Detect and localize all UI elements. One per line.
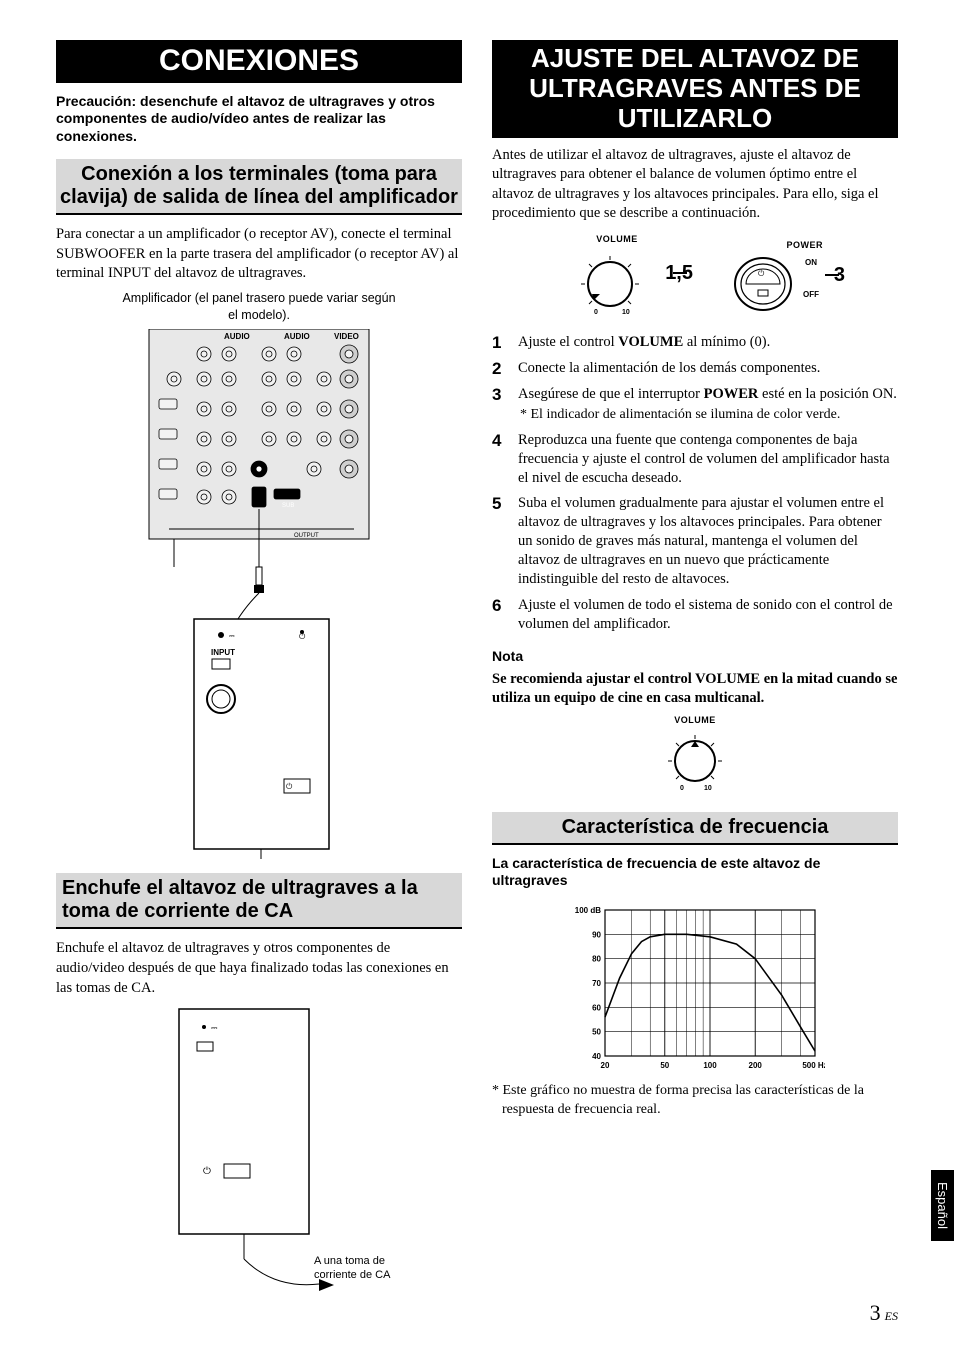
svg-text:100 dB: 100 dB: [575, 906, 601, 915]
volume-dial-note: VOLUME 0 10: [492, 715, 898, 798]
svg-text:0: 0: [594, 309, 598, 316]
step-num: 2: [492, 359, 518, 379]
nota-text: Se recomienda ajustar el control VOLUME …: [492, 670, 898, 709]
step-text: Ajuste el volumen de todo el sistema de …: [518, 596, 898, 634]
volume2-label: VOLUME: [650, 715, 740, 725]
step-item: 1Ajuste el control VOLUME al mínimo (0).: [492, 333, 898, 353]
amplifier-diagram: AUDIO AUDIO VIDEO: [56, 329, 462, 859]
steps-list: 1Ajuste el control VOLUME al mínimo (0).…: [492, 333, 898, 634]
freq-footnote: * Este gráfico no muestra de forma preci…: [492, 1082, 898, 1120]
svg-text:SUB: SUB: [282, 503, 294, 509]
step-text: Conecte la alimentación de los demás com…: [518, 359, 820, 379]
step-item: 2Conecte la alimentación de los demás co…: [492, 359, 898, 379]
svg-text:100: 100: [703, 1061, 717, 1070]
outlet-caption-1: A una toma de: [314, 1255, 385, 1267]
svg-text:OUTPUT: OUTPUT: [294, 533, 319, 539]
svg-text:50: 50: [592, 1028, 601, 1037]
step-item: 6Ajuste el volumen de todo el sistema de…: [492, 596, 898, 634]
step-num: 6: [492, 596, 518, 634]
step-text: Suba el volumen gradualmente para ajusta…: [518, 494, 898, 590]
svg-text:50: 50: [660, 1061, 669, 1070]
power-dial-label: POWER: [713, 240, 823, 250]
freq-subtitle: La característica de frecuencia de este …: [492, 855, 898, 890]
step-text: Asegúrese de que el interruptor POWER es…: [518, 385, 897, 425]
step-subnote: * El indicador de alimentación se ilumin…: [518, 406, 897, 424]
svg-text:AUDIO: AUDIO: [224, 332, 250, 341]
step-num: 5: [492, 494, 518, 590]
sub-plug-diagram: ⎓ ⏻ A una toma de corriente de CA: [56, 1004, 462, 1304]
para-plug: Enchufe el altavoz de ultragraves y otro…: [56, 939, 462, 998]
para-connection: Para conectar a un amplificador (o recep…: [56, 225, 462, 284]
svg-text:60: 60: [592, 1003, 601, 1012]
step-item: 4Reproduzca una fuente que contenga comp…: [492, 431, 898, 488]
title-ajuste: AJUSTE DEL ALTAVOZ DE ULTRAGRAVES ANTES …: [492, 40, 898, 138]
step-text: Reproduzca una fuente que contenga compo…: [518, 431, 898, 488]
step-item: 5Suba el volumen gradualmente para ajust…: [492, 494, 898, 590]
volume-dial-label: VOLUME: [557, 234, 677, 244]
svg-text:70: 70: [592, 979, 601, 988]
title-conexiones: CONEXIONES: [56, 40, 462, 83]
svg-text:⎓: ⎓: [211, 1023, 218, 1032]
subhead-freq: Característica de frecuencia: [492, 812, 898, 845]
svg-text:90: 90: [592, 930, 601, 939]
step-text: Ajuste el control VOLUME al mínimo (0).: [518, 333, 770, 353]
svg-text:40: 40: [592, 1052, 601, 1061]
power-off-label: OFF: [803, 290, 819, 299]
subhead-plug: Enchufe el altavoz de ultragraves a la t…: [56, 873, 462, 929]
svg-text:AUDIO: AUDIO: [284, 332, 310, 341]
svg-text:10: 10: [704, 785, 712, 792]
page-number: 3 ES: [870, 1300, 898, 1326]
dials: VOLUME 0 10: [492, 234, 898, 321]
svg-text:20: 20: [601, 1061, 610, 1070]
frequency-chart: 40 50 60 70 80 90 100 dB 20 50 100 200 500 Hz: [565, 896, 825, 1076]
svg-text:10: 10: [622, 309, 630, 316]
language-tab: Español: [931, 1170, 954, 1241]
svg-text:⏻: ⏻: [758, 269, 765, 278]
svg-text:VIDEO: VIDEO: [334, 332, 359, 341]
svg-text:500 Hz: 500 Hz: [802, 1061, 825, 1070]
input-label: INPUT: [211, 648, 235, 657]
outlet-caption-2: corriente de CA: [314, 1269, 391, 1281]
amp-caption: Amplificador (el panel trasero puede var…: [116, 290, 402, 324]
power-on-label: ON: [805, 258, 817, 267]
precaution-text: Precaución: desenchufe el altavoz de ult…: [56, 93, 462, 146]
svg-text:⏻: ⏻: [203, 1166, 211, 1177]
svg-text:⎓: ⎓: [229, 633, 235, 640]
step-num: 3: [492, 385, 518, 425]
subhead-connection: Conexión a los terminales (toma para cla…: [56, 159, 462, 215]
step-item: 3Asegúrese de que el interruptor POWER e…: [492, 385, 898, 425]
svg-text:⏻: ⏻: [286, 782, 293, 791]
para-intro: Antes de utilizar el altavoz de ultragra…: [492, 146, 898, 224]
svg-text:200: 200: [749, 1061, 763, 1070]
nota-label: Nota: [492, 648, 898, 664]
step-num: 4: [492, 431, 518, 488]
svg-text:80: 80: [592, 955, 601, 964]
step-num: 1: [492, 333, 518, 353]
svg-text:0: 0: [680, 785, 684, 792]
